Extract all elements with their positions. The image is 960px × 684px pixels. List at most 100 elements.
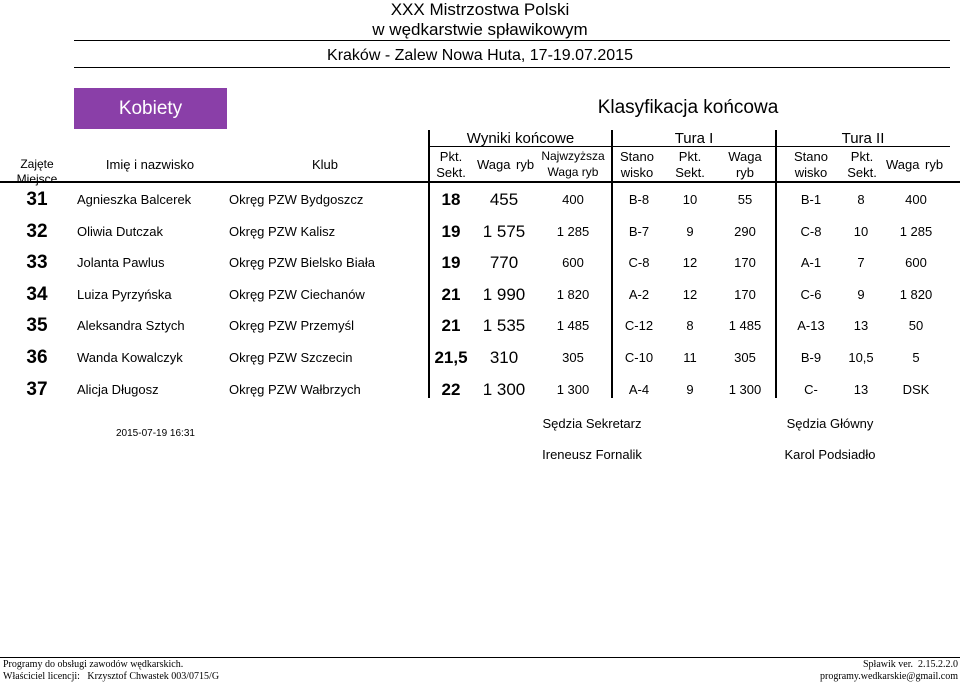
row-t2-station: B-1 xyxy=(800,192,822,207)
header-divider xyxy=(74,40,950,41)
col-sekt-label: Sekt. xyxy=(436,165,466,180)
row-biggest-weight: 1 820 xyxy=(556,286,590,302)
separator-round1 xyxy=(611,130,613,398)
t2-pkt-label: Pkt. xyxy=(850,149,874,164)
row-t2-station: C- xyxy=(804,381,818,397)
row-club: Okręg PZW Kalisz xyxy=(229,223,336,239)
row-t1-points: 10 xyxy=(682,192,698,207)
row-place: 36 xyxy=(26,347,48,368)
row-name: Luiza Pyrzyńska xyxy=(77,286,172,302)
row-t1-points: 11 xyxy=(683,350,697,365)
row-t1-weight: 1 485 xyxy=(728,318,762,334)
row-t2-station: C-8 xyxy=(800,223,822,239)
row-club: Okręg PZW Ciechanów xyxy=(229,286,365,302)
row-t2-points: 10,5 xyxy=(848,350,874,365)
row-t1-station: A-2 xyxy=(628,286,650,302)
classification-title: Klasyfikacja końcowa xyxy=(597,97,779,118)
row-biggest-weight: 305 xyxy=(562,350,584,365)
row-t1-weight: 290 xyxy=(734,223,756,239)
row-club: Okręg PZW Bydgoszcz xyxy=(229,192,364,207)
row-points: 19 xyxy=(441,221,461,241)
row-t1-points: 12 xyxy=(682,286,698,302)
row-points: 21 xyxy=(441,316,461,336)
t1-pkt-label: Pkt. xyxy=(678,149,702,164)
row-t2-points: 10 xyxy=(853,223,869,239)
row-t2-station: B-9 xyxy=(800,350,822,365)
row-t1-station: B-8 xyxy=(628,192,650,207)
t1-stano-label: Stano xyxy=(620,149,654,164)
group-round-2: Tura II xyxy=(841,130,885,147)
header-bottom-line xyxy=(0,181,960,183)
row-name: Jolanta Pawlus xyxy=(77,255,165,271)
row-place: 32 xyxy=(26,220,48,242)
row-name: Oliwia Dutczak xyxy=(77,223,163,239)
row-t1-points: 12 xyxy=(682,255,698,271)
footer-divider xyxy=(0,657,960,658)
row-t2-weight: DSK xyxy=(902,381,930,397)
col-biggest-sub: Waga ryb xyxy=(547,165,599,179)
table-row: 31 Agnieszka Balcerek Okręg PZW Bydgoszcz 1… xyxy=(0,184,960,216)
chief-judge-name: Karol Podsiadło xyxy=(784,447,876,462)
col-name: Imię i nazwisko xyxy=(105,157,195,172)
row-club: Okręg PZW Bielsko Biała xyxy=(229,255,375,271)
col-waga-label: Waga xyxy=(477,157,511,172)
row-place: 31 xyxy=(26,189,48,210)
row-t1-points: 8 xyxy=(686,318,694,334)
license-info: Właściciel licencji: Krzysztof Chwastek … xyxy=(3,671,220,682)
t1-waga-label: Waga xyxy=(728,149,762,164)
t2-waga-label: Waga xyxy=(886,157,920,172)
t2-sekt-label: Sekt. xyxy=(847,165,877,180)
header-group-line xyxy=(429,146,950,147)
event-location: Kraków - Zalew Nowa Huta, 17-19.07.2015 xyxy=(327,47,633,64)
row-t1-station: B-7 xyxy=(628,223,650,239)
row-t2-station: A-1 xyxy=(800,255,822,271)
secretary-title: Sędzia Sekretarz xyxy=(542,416,642,431)
row-biggest-weight: 1 285 xyxy=(556,223,590,239)
t2-ryb-label: ryb xyxy=(925,157,944,172)
row-weight: 1 990 xyxy=(482,284,526,304)
row-t2-weight: 1 820 xyxy=(899,286,933,302)
row-t2-station: A-13 xyxy=(797,318,825,334)
row-weight: 770 xyxy=(489,253,519,273)
print-timestamp: 2015-07-19 16:31 xyxy=(116,428,195,439)
row-t1-weight: 55 xyxy=(737,192,753,207)
row-club: Okręg PZW Wałbrzych xyxy=(229,381,361,397)
row-t2-points: 7 xyxy=(857,255,865,271)
row-weight: 455 xyxy=(489,190,519,209)
table-row: 33 Jolanta Pawlus Okręg PZW Bielsko Biała 1… xyxy=(0,247,960,279)
version-info: Spławik ver. 2.15.2.2.0 xyxy=(863,659,958,670)
row-biggest-weight: 400 xyxy=(562,192,584,207)
row-weight: 1 300 xyxy=(482,379,526,399)
row-club: Okręg PZW Szczecin xyxy=(229,350,353,365)
row-t1-weight: 170 xyxy=(734,255,756,271)
row-points: 21 xyxy=(441,284,461,304)
row-place: 37 xyxy=(26,378,48,400)
row-t1-points: 9 xyxy=(686,381,694,397)
row-points: 18 xyxy=(441,190,461,209)
group-final-results: Wyniki końcowe xyxy=(466,130,575,147)
row-name: Alicja Długosz xyxy=(77,381,159,397)
row-t2-points: 13 xyxy=(853,318,869,334)
row-t2-weight: 400 xyxy=(905,192,927,207)
col-biggest-label: Najwzyższa xyxy=(541,149,605,163)
t1-wisko-label: wisko xyxy=(620,165,654,180)
row-t2-weight: 5 xyxy=(912,350,920,365)
contact-info: programy.wedkarskie@gmail.com xyxy=(820,671,958,682)
program-info: Programy do obsługi zawodów wędkarskich. xyxy=(3,659,184,670)
row-t1-station: C-8 xyxy=(628,255,650,271)
row-t1-weight: 1 300 xyxy=(728,381,762,397)
row-t2-station: C-6 xyxy=(800,286,822,302)
row-t2-weight: 1 285 xyxy=(899,223,933,239)
row-t2-points: 9 xyxy=(857,286,865,302)
row-name: Aleksandra Sztych xyxy=(77,318,185,334)
row-name: Wanda Kowalczyk xyxy=(77,350,183,365)
row-t1-station: C-10 xyxy=(624,350,654,365)
row-t1-station: C-12 xyxy=(624,318,654,334)
row-place: 34 xyxy=(26,283,48,305)
row-biggest-weight: 1 300 xyxy=(556,381,590,397)
col-pkt-label: Pkt. xyxy=(439,149,463,164)
t1-ryb-label: ryb xyxy=(735,165,755,180)
secretary-name: Ireneusz Fornalik xyxy=(542,447,642,462)
row-weight: 1 535 xyxy=(482,316,526,336)
header-divider xyxy=(74,67,950,68)
